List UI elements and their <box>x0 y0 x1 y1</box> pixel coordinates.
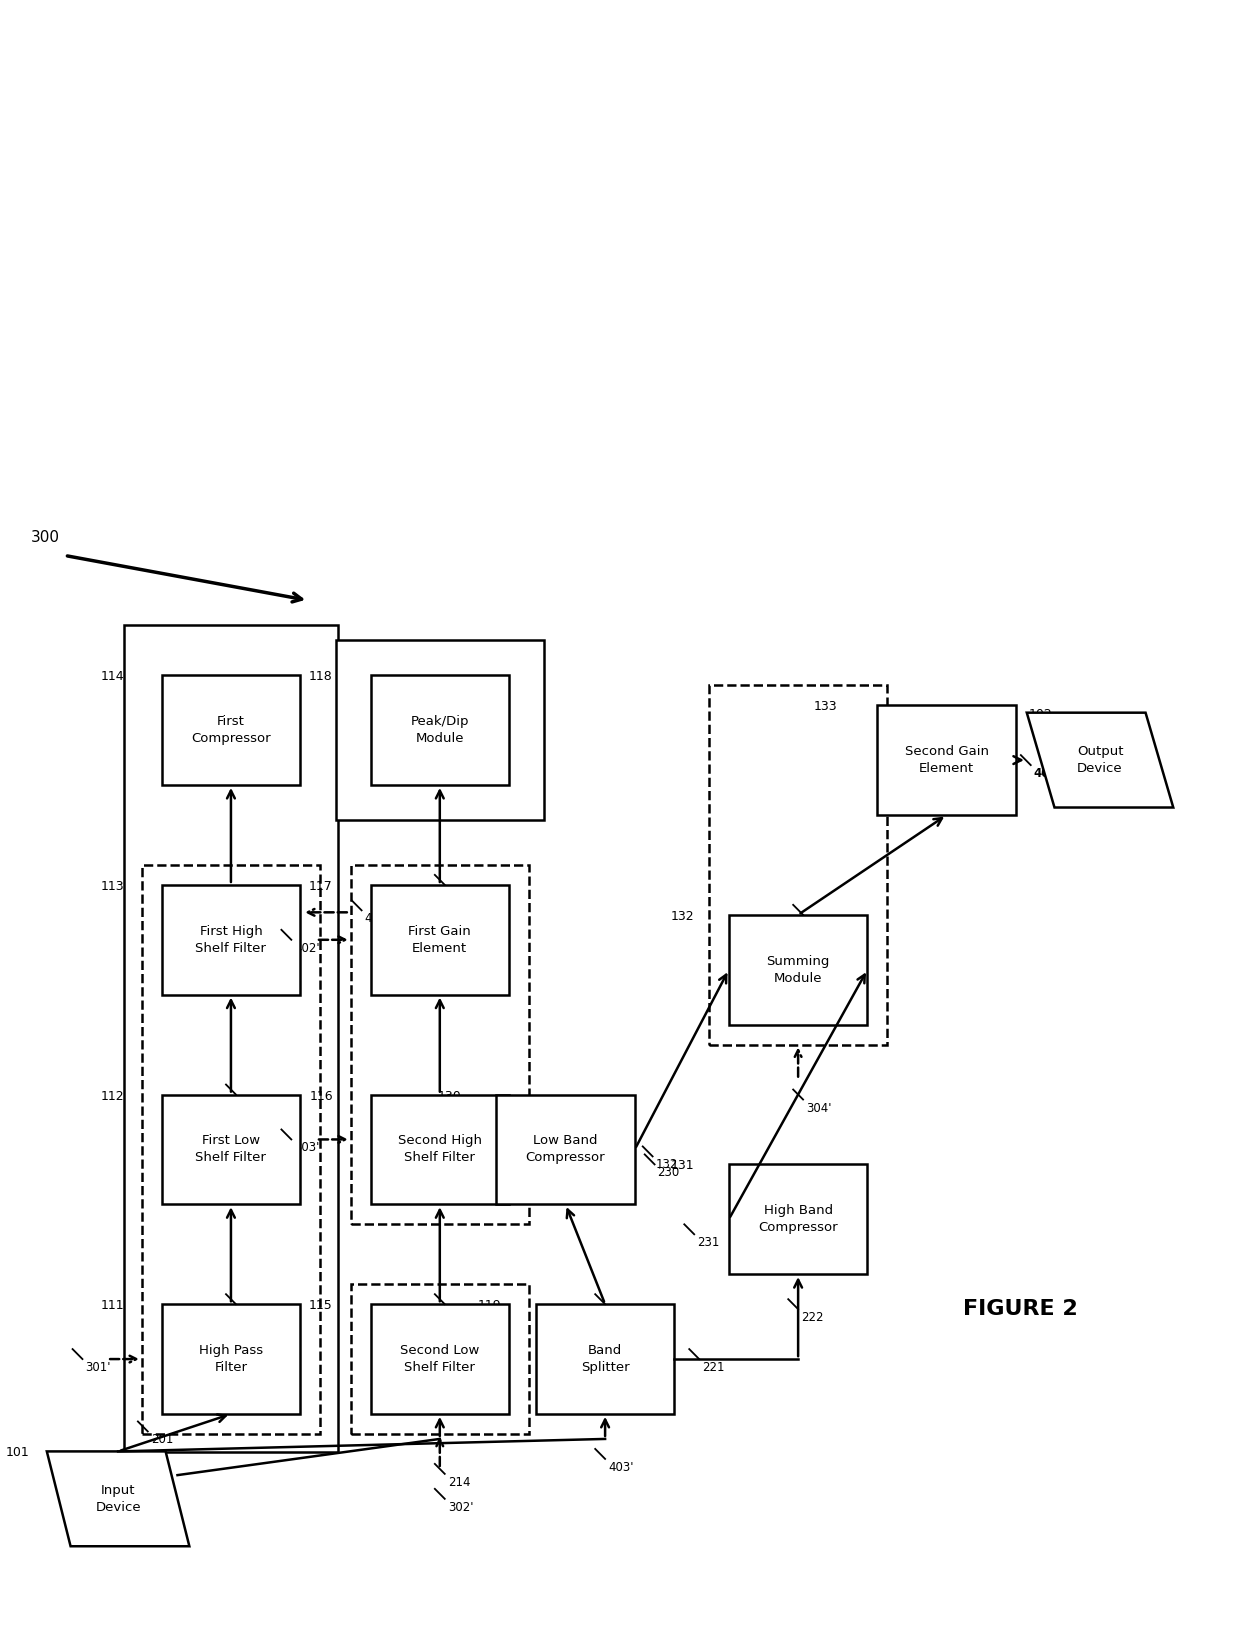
Text: 132: 132 <box>656 1159 678 1172</box>
Bar <box>124 626 337 1452</box>
Text: 116: 116 <box>309 1089 332 1102</box>
Text: Second High
Shelf Filter: Second High Shelf Filter <box>398 1134 482 1164</box>
Text: 130: 130 <box>438 1089 461 1102</box>
Text: First Low
Shelf Filter: First Low Shelf Filter <box>196 1134 267 1164</box>
Bar <box>536 1304 675 1413</box>
Text: 133: 133 <box>815 701 838 714</box>
Text: 102: 102 <box>1029 707 1053 720</box>
Text: 222: 222 <box>801 1311 823 1324</box>
Text: 211: 211 <box>239 1306 262 1319</box>
Text: 101: 101 <box>5 1446 29 1459</box>
Bar <box>336 641 543 820</box>
Text: 215: 215 <box>448 1306 470 1319</box>
Text: 113: 113 <box>100 880 124 893</box>
Text: Output
Device: Output Device <box>1076 745 1123 776</box>
Text: First Gain
Element: First Gain Element <box>408 924 471 955</box>
Bar <box>729 914 868 1025</box>
Text: 118: 118 <box>309 670 332 683</box>
Text: 214: 214 <box>448 1475 470 1488</box>
Text: 231: 231 <box>697 1236 719 1249</box>
Text: 401': 401' <box>365 913 391 926</box>
Bar <box>371 1094 510 1205</box>
Text: 230: 230 <box>657 1167 680 1180</box>
Text: 220: 220 <box>608 1306 630 1319</box>
Text: FIGURE 2: FIGURE 2 <box>963 1299 1079 1319</box>
Text: Band
Splitter: Band Splitter <box>580 1345 630 1374</box>
Text: 201: 201 <box>151 1433 174 1446</box>
Bar <box>371 675 510 786</box>
Text: Summing
Module: Summing Module <box>766 955 830 985</box>
Text: First
Compressor: First Compressor <box>191 716 270 745</box>
Bar <box>371 1304 510 1413</box>
Text: 403': 403' <box>608 1460 634 1474</box>
Text: 119: 119 <box>477 1299 501 1312</box>
Bar <box>141 866 320 1434</box>
Text: 300: 300 <box>30 530 60 546</box>
Text: 402': 402' <box>294 942 320 955</box>
Bar <box>351 1284 529 1434</box>
Text: 304': 304' <box>806 1102 832 1115</box>
Text: 404: 404 <box>1034 768 1058 781</box>
Text: High Pass
Filter: High Pass Filter <box>198 1345 263 1374</box>
Bar <box>161 1094 300 1205</box>
Text: 217: 217 <box>448 887 470 900</box>
Polygon shape <box>47 1451 190 1547</box>
Bar <box>161 885 300 994</box>
Polygon shape <box>1027 712 1173 807</box>
Text: Peak/Dip
Module: Peak/Dip Module <box>410 716 469 745</box>
Text: 302': 302' <box>448 1501 474 1514</box>
Bar <box>351 866 529 1224</box>
Text: 117: 117 <box>309 880 332 893</box>
Text: 131: 131 <box>671 1159 694 1172</box>
Text: 221: 221 <box>702 1361 724 1374</box>
Text: 114: 114 <box>100 670 124 683</box>
Text: Second Low
Shelf Filter: Second Low Shelf Filter <box>401 1345 480 1374</box>
Bar <box>161 1304 300 1413</box>
Text: 115: 115 <box>309 1299 332 1312</box>
Bar <box>878 706 1016 815</box>
Text: Low Band
Compressor: Low Band Compressor <box>526 1134 605 1164</box>
Text: 212: 212 <box>239 1097 262 1110</box>
Bar <box>161 675 300 786</box>
Bar <box>371 885 510 994</box>
Text: 303': 303' <box>294 1141 320 1154</box>
Bar <box>729 1164 868 1275</box>
Bar <box>496 1094 635 1205</box>
Bar <box>709 685 887 1045</box>
Text: 111: 111 <box>100 1299 124 1312</box>
Text: Second Gain
Element: Second Gain Element <box>905 745 988 776</box>
Text: 301': 301' <box>86 1361 110 1374</box>
Text: High Band
Compressor: High Band Compressor <box>759 1205 838 1234</box>
Text: First High
Shelf Filter: First High Shelf Filter <box>196 924 267 955</box>
Text: 112: 112 <box>100 1089 124 1102</box>
Text: 232: 232 <box>806 916 828 929</box>
Text: Input
Device: Input Device <box>95 1483 141 1514</box>
Text: 132: 132 <box>671 910 694 923</box>
